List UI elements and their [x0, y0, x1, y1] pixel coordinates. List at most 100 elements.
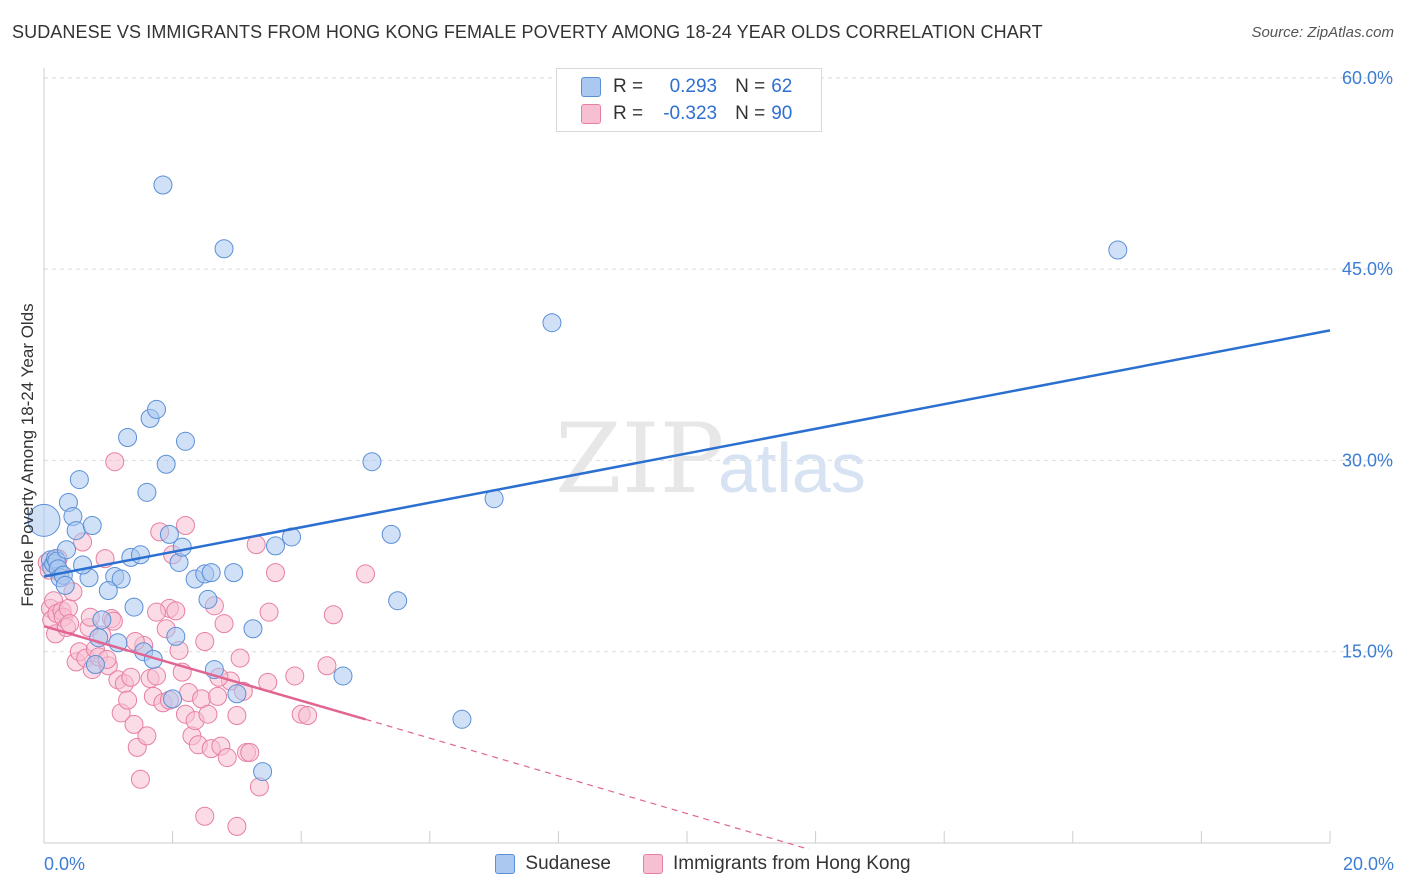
sudanese-point [362, 452, 382, 472]
legend-r-label: R = [613, 76, 644, 97]
sudanese-point [253, 762, 273, 782]
hk-point [356, 564, 375, 584]
legend-n-value-hk: 90 [771, 103, 793, 124]
grid-layer [44, 77, 1394, 653]
sudanese-point [227, 684, 247, 704]
y-tick-label: 30.0% [1342, 450, 1393, 470]
hk-point [208, 686, 228, 706]
sudanese-point [111, 569, 131, 589]
watermark-zip: ZIP [555, 403, 724, 515]
watermark-atlas: atlas [718, 429, 866, 507]
hk-point [121, 667, 141, 687]
sudanese-point [163, 689, 183, 709]
x-tick-label: 0.0% [44, 854, 85, 874]
legend-r-value-hk: -0.323 [663, 103, 718, 124]
hk-point [60, 614, 80, 634]
legend-swatch-sudanese [495, 854, 516, 874]
sudanese-trend-line [43, 329, 1331, 578]
legend-n-label: N = [735, 103, 766, 124]
legend-label-sudanese: Sudanese [525, 853, 611, 874]
hk-point [317, 656, 337, 676]
y-axis-label: Female Poverty Among 18-24 Year Olds [18, 303, 37, 607]
sudanese-point [175, 431, 195, 451]
sudanese-point [243, 619, 263, 639]
hk-point [118, 690, 138, 710]
hk-point [195, 632, 215, 652]
legend-r-label: R = [613, 103, 644, 124]
hk-point [195, 806, 215, 826]
sudanese-point [118, 427, 138, 447]
sudanese-point [159, 524, 179, 544]
source-label: Source: ZipAtlas.com [1251, 24, 1394, 41]
hk-point [217, 748, 237, 768]
sudanese-point [27, 503, 61, 537]
axis-layer [43, 68, 1331, 844]
hk-trend-extension [365, 718, 810, 850]
hk-point [214, 614, 234, 634]
stats-legend: R = 0.293 N = 62 R = -0.323 N = 90 [556, 68, 822, 132]
legend-n-value-sudanese: 62 [771, 76, 793, 97]
x-tick-label: 20.0% [1343, 854, 1394, 874]
hk-point [227, 816, 247, 836]
sudanese-point [214, 239, 234, 259]
trend-lines [43, 329, 1331, 850]
hk-point [240, 742, 260, 762]
hk-point [166, 601, 186, 621]
sudanese-point [85, 654, 105, 674]
sudanese-point [82, 515, 102, 535]
hk-point [147, 666, 167, 686]
y-tick-label: 60.0% [1342, 68, 1393, 88]
sudanese-point [452, 709, 472, 729]
legend-row-hk: R = -0.323 N = 90 [581, 102, 792, 126]
legend-swatch-hk [642, 854, 663, 874]
legend-n-label: N = [735, 76, 766, 97]
hk-point [265, 563, 285, 583]
sudanese-point [388, 591, 408, 611]
sudanese-point [172, 537, 192, 557]
sudanese-point [153, 175, 173, 195]
sudanese-point [147, 399, 167, 419]
sudanese-point [265, 536, 285, 556]
chart-title: SUDANESE VS IMMIGRANTS FROM HONG KONG FE… [12, 22, 1043, 42]
sudanese-point [130, 545, 150, 565]
hk-point [105, 452, 125, 472]
hk-point [147, 602, 167, 622]
hk-point [323, 605, 343, 625]
sudanese-point [156, 454, 176, 474]
sudanese-point [55, 575, 75, 595]
sudanese-point [57, 540, 77, 560]
hk-trend-line [43, 625, 366, 721]
y-tick-label: 15.0% [1342, 642, 1393, 662]
sudanese-point [542, 313, 562, 333]
y-tick-label: 45.0% [1342, 259, 1393, 279]
sudanese-point [201, 563, 221, 583]
sudanese-point [166, 626, 186, 646]
hk-points [37, 452, 375, 836]
hk-point [137, 726, 157, 746]
sudanese-point [124, 597, 144, 617]
hk-point [227, 705, 247, 725]
hk-point [198, 704, 218, 724]
hk-point [298, 705, 318, 725]
legend-r-value-sudanese: 0.293 [669, 76, 718, 97]
hk-point [249, 777, 269, 797]
sudanese-point [92, 610, 112, 630]
sudanese-point [66, 521, 86, 541]
hk-point [259, 602, 279, 622]
sudanese-point [137, 482, 157, 502]
sudanese-point [1108, 240, 1128, 260]
sudanese-point [333, 666, 353, 686]
hk-point [285, 666, 305, 686]
legend-swatch-sudanese [581, 77, 601, 97]
sudanese-point [69, 470, 89, 490]
legend-item-hk[interactable]: Immigrants from Hong Kong [642, 853, 911, 875]
legend-item-sudanese[interactable]: Sudanese [495, 853, 611, 875]
sudanese-point [224, 563, 244, 583]
sudanese-point [381, 524, 401, 544]
legend-swatch-hk [581, 104, 601, 124]
hk-point [175, 515, 195, 535]
legend-row-sudanese: R = 0.293 N = 62 [581, 75, 792, 99]
tick-labels: 15.0% 30.0% 45.0% 60.0% 0.0% 20.0% [44, 68, 1394, 874]
sudanese-point [198, 589, 218, 609]
